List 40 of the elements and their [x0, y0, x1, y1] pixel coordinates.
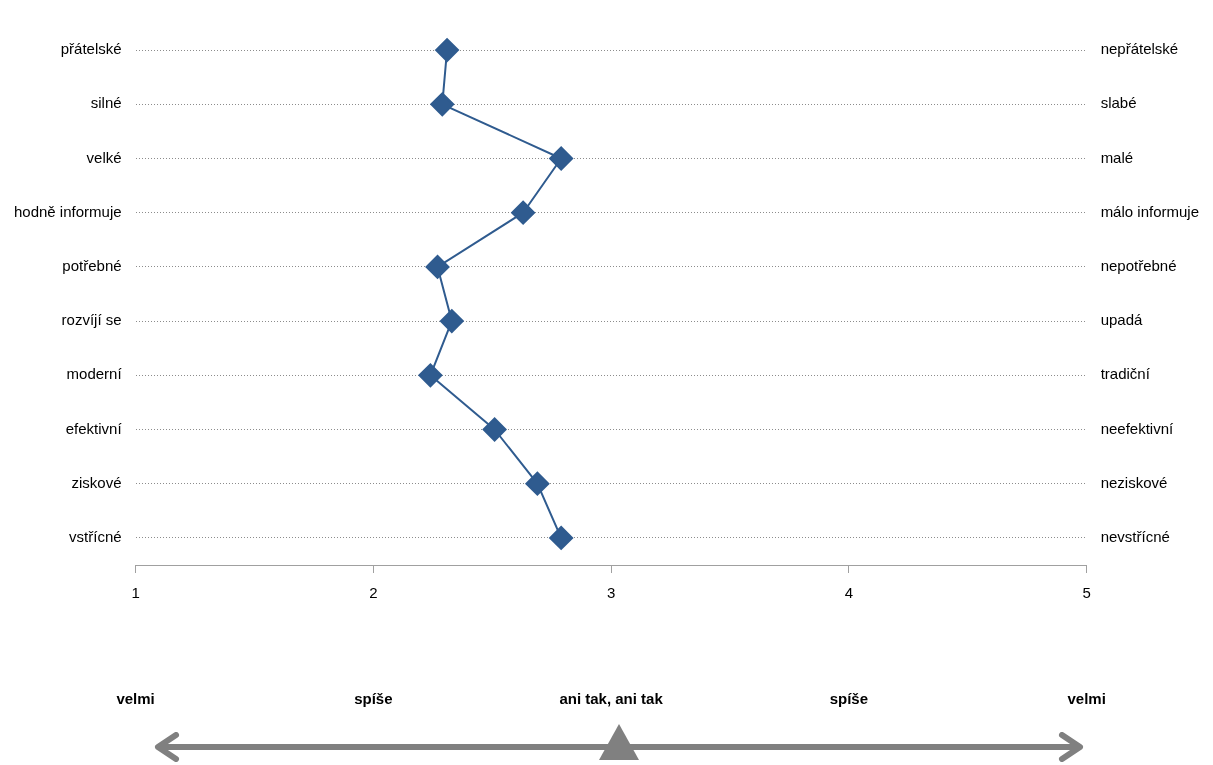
x-tick-label: 1 [131, 584, 140, 602]
y-tick-label: potřebné [62, 257, 122, 275]
y2-tick-label: málo informuje [1100, 202, 1199, 220]
text: velmi [116, 690, 155, 708]
x-tick-label: 4 [844, 584, 854, 602]
x-tick-label: 5 [1082, 584, 1091, 602]
y2-tick-label: tradiční [1100, 365, 1151, 383]
x-tick-label: 3 [606, 584, 616, 602]
y2-tick-label: nevstřícné [1100, 528, 1170, 546]
point [439, 309, 464, 334]
point [430, 92, 455, 117]
text: ani tak, ani tak [559, 690, 664, 708]
point [511, 200, 536, 225]
y-tick-label: vstřícné [69, 528, 122, 546]
point [549, 525, 574, 550]
y-tick-label: ziskové [71, 473, 122, 491]
point [525, 471, 550, 496]
y2-tick-label: slabé [1100, 94, 1137, 112]
text: spíše [829, 690, 869, 708]
y-tick-label: přátelské [60, 40, 122, 58]
y2-tick-label: nepřátelské [1100, 40, 1179, 58]
y2-tick-label: neefektivní [1100, 419, 1175, 437]
x-tick-label: 2 [369, 584, 378, 602]
y-tick-label: rozvíjí se [61, 311, 122, 329]
point [418, 363, 443, 388]
point [425, 254, 450, 279]
y-tick-label: moderní [66, 365, 123, 383]
y2-tick-label: malé [1100, 148, 1134, 166]
y-tick-label: velké [86, 148, 122, 166]
y-tick-label: hodně informuje [13, 202, 122, 220]
y2-tick-label: neziskové [1100, 473, 1168, 491]
y2-tick-label: nepotřebné [1100, 257, 1177, 275]
point [482, 417, 507, 442]
y2-tick-label: upadá [1100, 311, 1143, 329]
text: spíše [354, 690, 393, 708]
y-tick-label: silné [90, 94, 122, 112]
y-tick-label: efektivní [65, 419, 123, 437]
point [435, 38, 460, 63]
text: velmi [1067, 690, 1106, 708]
point [549, 146, 574, 171]
